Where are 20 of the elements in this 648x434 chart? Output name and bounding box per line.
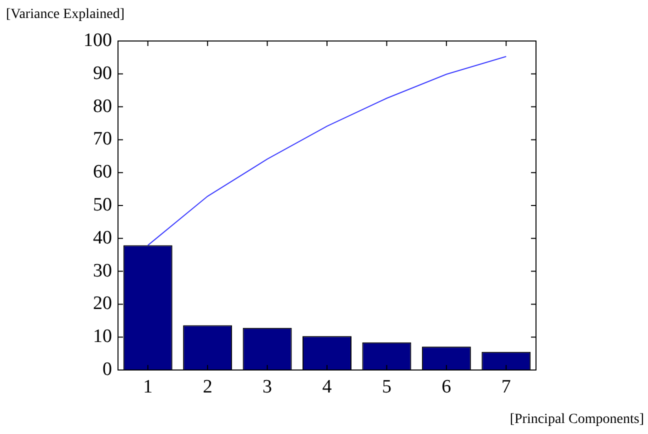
y-tick-label: 30: [93, 260, 112, 282]
y-tick-label: 40: [93, 227, 112, 248]
y-tick-label: 20: [93, 293, 112, 314]
x-tick-label: 1: [143, 376, 153, 398]
y-tick-label: 90: [93, 62, 112, 84]
x-tick-label: 3: [262, 376, 272, 398]
y-tick-label: 80: [93, 96, 112, 117]
x-tick-label: 5: [382, 376, 392, 398]
x-tick-label: 4: [322, 376, 332, 398]
x-tick-label: 7: [501, 376, 511, 398]
x-tick-label: 2: [202, 376, 212, 398]
y-tick-label: 50: [93, 194, 112, 216]
x-axis-title: [Principal Components]: [510, 412, 644, 428]
y-axis-title: [Variance Explained]: [6, 7, 125, 23]
y-tick-label: 0: [102, 358, 112, 380]
x-tick-label: 6: [442, 376, 452, 398]
y-tick-label: 70: [93, 128, 112, 150]
y-tick-label: 10: [93, 326, 112, 348]
y-tick-label: 60: [93, 162, 112, 183]
y-tick-label: 100: [84, 30, 112, 51]
